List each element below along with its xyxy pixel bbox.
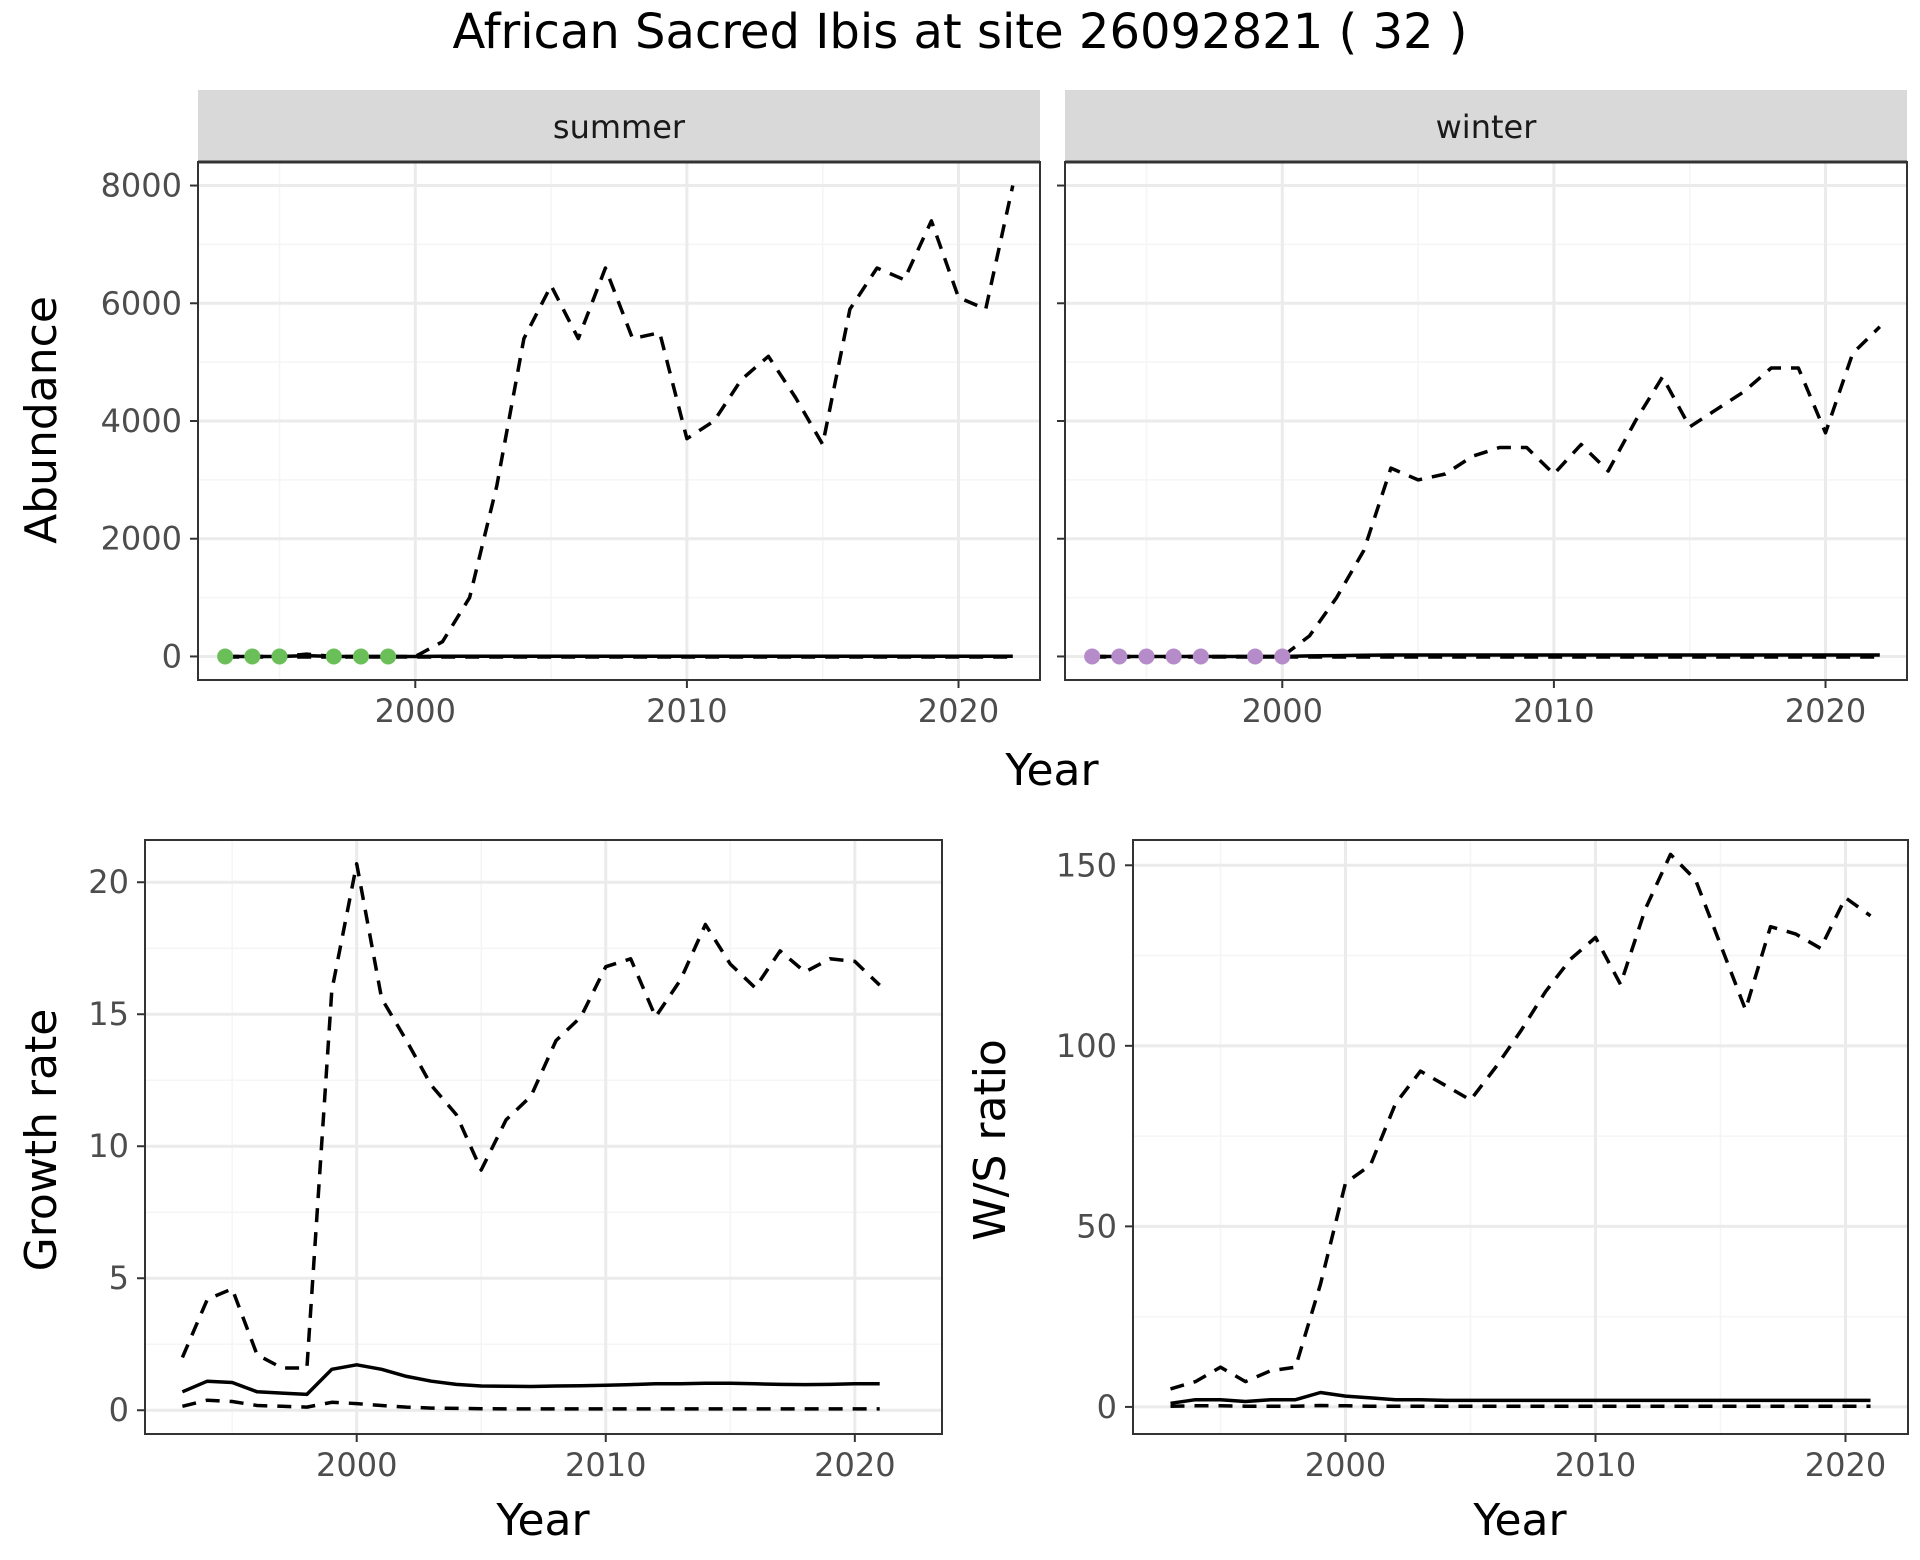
panel-summer: summer 2000 2010 2020 0 2000 4000 6000 8000	[101, 90, 1041, 730]
winter-x-tick-label: 2010	[1513, 692, 1594, 730]
ratio-x-tick-label: 2010	[1555, 1446, 1636, 1484]
summer-data-point	[380, 648, 397, 665]
top-x-axis-title: Year	[1004, 745, 1099, 796]
growth-x-tick-label: 2010	[565, 1446, 646, 1484]
growth-series-line-3	[181, 1398, 880, 1411]
growth-y-tick-label: 5	[109, 1259, 129, 1297]
summer-data-point	[217, 648, 234, 665]
winter-data-point	[1165, 648, 1182, 665]
ratio-x-tick-label: 2020	[1805, 1446, 1886, 1484]
summer-data-point	[352, 648, 369, 665]
winter-x-tick-label: 2020	[1785, 692, 1866, 730]
winter-data-point	[1192, 648, 1209, 665]
ratio-y-axis-title: W/S ratio	[965, 1039, 1016, 1241]
growth-y-axis-title: Growth rate	[16, 1009, 67, 1272]
summer-y-tick-label: 8000	[101, 167, 182, 205]
winter-x-tick-label: 2000	[1242, 692, 1323, 730]
summer-x-tick-label: 2000	[375, 692, 456, 730]
figure-title: African Sacred Ibis at site 26092821 ( 3…	[452, 4, 1467, 60]
winter-data-point	[1138, 648, 1155, 665]
growth-x-axis-title: Year	[495, 1495, 590, 1546]
winter-data-point	[1084, 648, 1101, 665]
summer-x-tick-label: 2020	[918, 692, 999, 730]
growth-series-line-2	[181, 1363, 880, 1397]
ratio-y-tick-label: 0	[1097, 1388, 1117, 1426]
summer-y-tick-label: 6000	[101, 284, 182, 322]
ratio-series-line-2	[1170, 1390, 1871, 1406]
panel-ratio: 2000 2010 2020 0 50 100 150	[1056, 839, 1909, 1484]
winter-data-point	[1247, 648, 1264, 665]
panel-growth: 2000 2010 2020 0 5 10 15 20	[88, 839, 943, 1484]
strip-winter-background	[1065, 90, 1907, 162]
strip-summer-background	[198, 90, 1040, 162]
ratio-x-axis-title: Year	[1472, 1495, 1567, 1546]
ratio-y-tick-label: 150	[1056, 846, 1117, 884]
summer-data-point	[271, 648, 288, 665]
panel-winter: winter 2000 2010 2020	[1057, 90, 1908, 730]
ratio-series-line-3	[1170, 1403, 1871, 1408]
summer-y-tick-label: 0	[162, 637, 182, 675]
summer-y-tick-label: 4000	[101, 402, 182, 440]
growth-y-tick-label: 20	[88, 863, 129, 901]
ratio-plot-background	[1133, 840, 1908, 1434]
strip-winter-label: winter	[1436, 108, 1538, 146]
ratio-x-tick-label: 2000	[1305, 1446, 1386, 1484]
strip-summer-label: summer	[553, 108, 686, 146]
winter-data-point	[1111, 648, 1128, 665]
ratio-y-tick-label: 100	[1056, 1027, 1117, 1065]
summer-x-tick-label: 2010	[646, 692, 727, 730]
winter-data-point	[1274, 648, 1291, 665]
summer-data-point	[325, 648, 342, 665]
growth-y-tick-label: 0	[109, 1391, 129, 1429]
top-y-axis-title: Abundance	[16, 296, 67, 544]
growth-series-line-1	[180, 862, 881, 1370]
ratio-series-line-1	[1170, 852, 1872, 1391]
growth-panel-border	[144, 839, 943, 1435]
growth-x-tick-label: 2020	[814, 1446, 895, 1484]
summer-data-point	[244, 648, 261, 665]
ratio-panel-border	[1132, 839, 1909, 1435]
growth-x-tick-label: 2000	[316, 1446, 397, 1484]
growth-y-tick-label: 10	[88, 1127, 129, 1165]
summer-y-tick-label: 2000	[101, 520, 182, 558]
growth-plot-background	[145, 840, 942, 1434]
growth-y-tick-label: 15	[88, 995, 129, 1033]
ratio-y-tick-label: 50	[1076, 1207, 1117, 1245]
